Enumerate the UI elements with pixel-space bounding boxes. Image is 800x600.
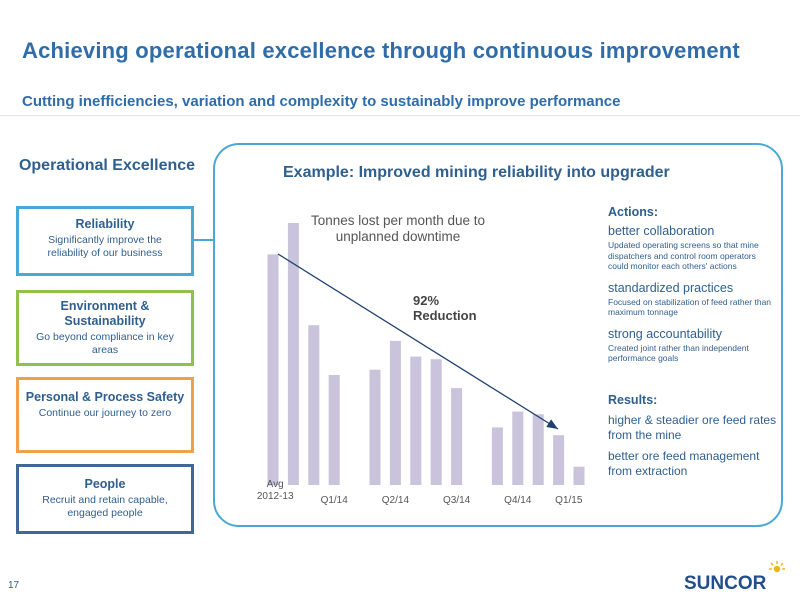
reliability-card: Reliability Significantly improve the re… [16, 206, 194, 276]
suncor-logo: SUNCOR [684, 560, 786, 594]
chart-bar [389, 340, 401, 485]
x-tick-label: Q1/15 [555, 495, 583, 506]
chart-bar [410, 356, 422, 485]
actions-heading: Actions: [608, 205, 658, 219]
x-tick-label: Q3/14 [443, 495, 471, 506]
trend-arrow-head [546, 419, 558, 429]
results-heading: Results: [608, 393, 658, 407]
trend-arrow-line [277, 253, 559, 430]
card-description: Significantly improve the reliability of… [47, 234, 163, 259]
action-title: standardized practices [608, 280, 734, 295]
actions-panel: Actions: better collaboration Updated op… [608, 205, 778, 364]
card-title: People [84, 477, 126, 491]
action-description: Updated operating screens so that mine d… [608, 240, 759, 271]
page-number: 17 [8, 580, 20, 591]
chart-bar [512, 411, 524, 485]
personal-process-safety-card: Personal & Process Safety Continue our j… [16, 377, 194, 453]
x-tick-label: Q4/14 [504, 495, 532, 506]
sun-icon [768, 560, 786, 573]
chart-bar [573, 466, 585, 485]
card-title: Personal & Process Safety [25, 390, 185, 404]
chart-bar [308, 325, 320, 485]
x-tick-label: Q2/14 [382, 495, 410, 506]
action-description: Created joint rather than independent pe… [608, 342, 749, 364]
chart-bar [369, 369, 381, 485]
result-item: higher & steadier ore feed rates from th… [608, 413, 777, 442]
card-description: Recruit and retain capable, engaged peop… [42, 494, 168, 519]
result-item: better ore feed management from extracti… [608, 449, 760, 478]
operational-excellence-heading: Operational Excellence [18, 157, 196, 174]
page-subtitle: Cutting inefficiencies, variation and co… [22, 93, 621, 110]
example-panel [213, 143, 783, 527]
chart-bar [287, 223, 299, 485]
people-card: People Recruit and retain capable, engag… [16, 464, 194, 534]
example-title: Example: Improved mining reliability int… [283, 164, 670, 181]
header-divider [0, 115, 800, 116]
chart-bar [430, 359, 442, 485]
chart-bar [532, 414, 544, 485]
chart-bar [328, 375, 340, 485]
card-connector-line [194, 239, 214, 241]
card-description: Go beyond compliance in key areas [36, 331, 174, 356]
x-tick-label: 2012-13 [257, 491, 294, 502]
card-description: Continue our journey to zero [38, 407, 172, 419]
card-title: Reliability [75, 217, 135, 231]
chart-bar [451, 388, 463, 485]
action-title: strong accountability [608, 326, 722, 341]
x-tick-label: Avg [267, 479, 284, 490]
trend-arrow [277, 253, 559, 430]
environment-sustainability-card: Environment & Sustainability Go beyond c… [16, 290, 194, 366]
action-title: better collaboration [608, 224, 715, 238]
reduction-annotation: 92% Reduction [413, 293, 477, 323]
page-title: Achieving operational excellence through… [22, 38, 740, 63]
x-tick-label: Q1/14 [321, 495, 349, 506]
card-title: Environment & Sustainability [60, 299, 150, 328]
results-panel: Results: higher & steadier ore feed rate… [608, 393, 778, 479]
chart-bar [553, 435, 565, 485]
chart-bar [491, 427, 503, 485]
action-description: Focused on stabilization of feed rather … [608, 296, 772, 318]
bars-group [267, 223, 585, 485]
chart-title: Tonnes lost per month due to unplanned d… [310, 213, 486, 244]
logo-wordmark: SUNCOR [684, 573, 767, 594]
chart-bar [267, 254, 279, 485]
